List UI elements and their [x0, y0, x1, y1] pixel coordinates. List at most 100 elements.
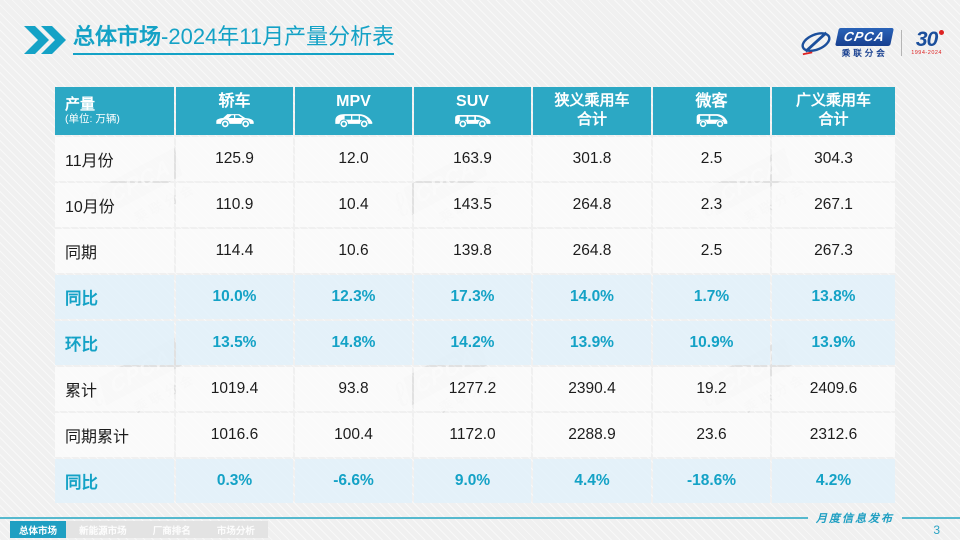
table-row: 同期 114.4 10.6 139.8 264.8 2.5 267.3: [55, 229, 895, 273]
anniversary-30-logo: 30 1994-2024: [911, 28, 944, 57]
footer-tab-strip: 新能源市场 厂商排名 市场分析: [66, 521, 269, 538]
table-cell: 12.0: [295, 137, 412, 181]
table-cell: 110.9: [176, 183, 293, 227]
unit-title: 产量: [65, 96, 96, 114]
microvan-icon: [696, 113, 727, 127]
table-cell: 2390.4: [533, 367, 651, 411]
unit-subtitle: (单位: 万辆): [65, 113, 120, 126]
column-header-microvan: 微客: [653, 87, 770, 135]
table-cell: 1.7%: [653, 275, 770, 319]
anniversary-number: 30: [915, 28, 938, 52]
tab-nev-market[interactable]: 新能源市场: [79, 525, 127, 537]
table-cell: 23.6: [653, 413, 770, 457]
table-cell: 2409.6: [772, 367, 895, 411]
table-cell: 125.9: [176, 137, 293, 181]
table-row: 10月份 110.9 10.4 143.5 264.8 2.3 267.1: [55, 183, 895, 227]
table-cell: 143.5: [414, 183, 531, 227]
table-cell: 264.8: [533, 229, 651, 273]
suv-icon: [454, 114, 490, 128]
anniversary-dot: [939, 30, 944, 36]
row-label: 累计: [55, 367, 174, 411]
table-cell: 10.4: [295, 183, 412, 227]
table-cell: 1016.6: [176, 413, 293, 457]
title-bar: 总体市场-2024年11月产量分析表: [24, 24, 395, 56]
table-row-highlight: 同比 0.3% -6.6% 9.0% 4.4% -18.6% 4.2%: [55, 459, 895, 503]
table-cell: 0.3%: [176, 459, 293, 503]
row-label: 同比: [55, 459, 174, 503]
anniversary-years: 1994-2024: [911, 50, 942, 57]
table-cell: 13.9%: [533, 321, 651, 365]
sedan-icon: [215, 113, 254, 128]
table-row-highlight: 环比 13.5% 14.8% 14.2% 13.9% 10.9% 13.9%: [55, 321, 895, 365]
column-header-narrow-pv: 狭义乘用车 合计: [533, 87, 651, 135]
cpca-text: CPCA: [835, 27, 895, 46]
page-title-prefix: 总体市场: [73, 24, 162, 49]
table-cell: 1172.0: [414, 413, 531, 457]
logo-divider: [901, 30, 903, 56]
table-cell: 4.4%: [533, 459, 651, 503]
cpca-wordmark: CPCA 乘联分会: [835, 27, 895, 59]
table-cell: 100.4: [295, 413, 412, 457]
table-cell: 14.2%: [414, 321, 531, 365]
table-cell: 10.0%: [176, 275, 293, 319]
table-row: 累计 1019.4 93.8 1277.2 2390.4 19.2 2409.6: [55, 367, 895, 411]
table-cell: 13.5%: [176, 321, 293, 365]
table-cell: 2312.6: [772, 413, 895, 457]
row-label: 10月份: [55, 183, 174, 227]
page-number: 3: [933, 523, 940, 537]
tab-market-analysis[interactable]: 市场分析: [216, 525, 255, 537]
row-label: 环比: [55, 321, 174, 365]
table-cell: 93.8: [295, 367, 412, 411]
table-cell: 1277.2: [414, 367, 531, 411]
table-cell: 14.0%: [533, 275, 651, 319]
table-cell: 2.5: [653, 229, 770, 273]
table-cell: 10.6: [295, 229, 412, 273]
table-cell: 17.3%: [414, 275, 531, 319]
table-cell: 19.2: [653, 367, 770, 411]
table-cell: 114.4: [176, 229, 293, 273]
table-cell: 12.3%: [295, 275, 412, 319]
page-title: 总体市场-2024年11月产量分析表: [73, 24, 395, 56]
table-cell: 4.2%: [772, 459, 895, 503]
table-cell: 267.3: [772, 229, 895, 273]
swoosh-icon: [801, 31, 831, 56]
cpca-subtext: 乘联分会: [841, 47, 888, 58]
footer-tab-bar: 总体市场 新能源市场 厂商排名 市场分析: [10, 521, 269, 538]
table-cell: 10.9%: [653, 321, 770, 365]
table-cell: 2288.9: [533, 413, 651, 457]
table-cell: 139.8: [414, 229, 531, 273]
table-cell: 14.8%: [295, 321, 412, 365]
table-row-highlight: 同比 10.0% 12.3% 17.3% 14.0% 1.7% 13.8%: [55, 275, 895, 319]
column-header-mpv: MPV: [295, 87, 412, 135]
table-cell: 163.9: [414, 137, 531, 181]
table-cell: 1019.4: [176, 367, 293, 411]
table-cell: -6.6%: [295, 459, 412, 503]
column-header-broad-pv: 广义乘用车 合计: [772, 87, 895, 135]
row-label: 同期累计: [55, 413, 174, 457]
footer-line-right: [902, 517, 960, 519]
cpca-logo: CPCA 乘联分会 30 1994-2024: [799, 22, 944, 64]
table-cell: 264.8: [533, 183, 651, 227]
page-title-suffix: -2024年11月产量分析表: [161, 24, 395, 49]
column-header-unit: 产量 (单位: 万辆): [55, 87, 174, 135]
table-cell: 2.3: [653, 183, 770, 227]
column-header-sedan: 轿车: [176, 87, 293, 135]
table-cell: 301.8: [533, 137, 651, 181]
table-cell: 9.0%: [414, 459, 531, 503]
tab-overall-market[interactable]: 总体市场: [10, 521, 67, 538]
mpv-icon: [334, 113, 372, 128]
table-cell: 13.8%: [772, 275, 895, 319]
row-label: 11月份: [55, 137, 174, 181]
table-cell: 2.5: [653, 137, 770, 181]
row-label: 同期: [55, 229, 174, 273]
table-cell: 267.1: [772, 183, 895, 227]
tab-oem-ranking[interactable]: 厂商排名: [152, 525, 191, 537]
production-table: 产量 (单位: 万辆) 轿车 MPV: [53, 85, 897, 505]
double-chevron-icon: [24, 25, 66, 54]
footer-divider: 月度信息发布: [0, 513, 960, 525]
footer-line-left: [0, 517, 808, 519]
table-row: 11月份 125.9 12.0 163.9 301.8 2.5 304.3: [55, 137, 895, 181]
table-cell: -18.6%: [653, 459, 770, 503]
row-label: 同比: [55, 275, 174, 319]
